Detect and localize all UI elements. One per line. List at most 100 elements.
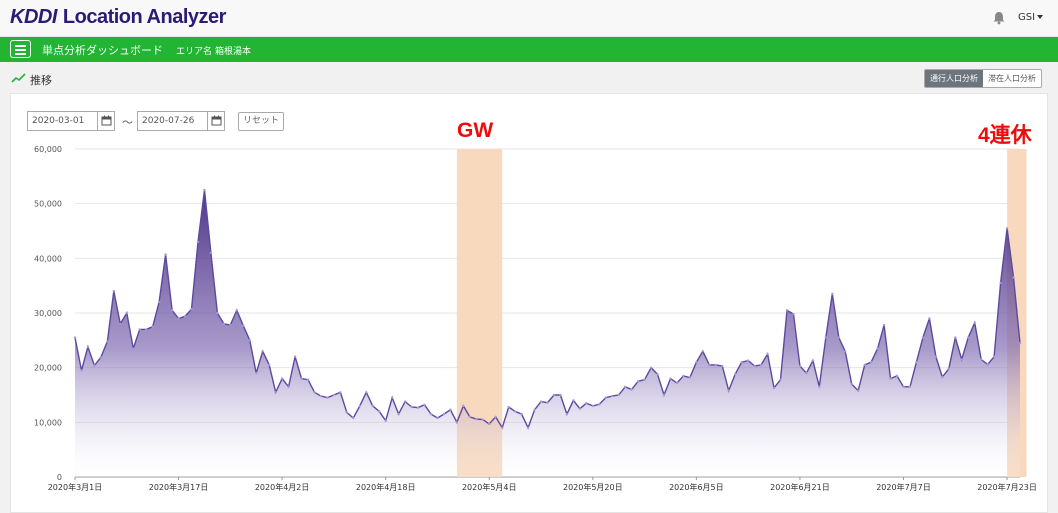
data-point — [546, 401, 549, 404]
date-separator: ～ — [122, 116, 133, 129]
data-point — [190, 307, 193, 311]
area-label: エリア名 — [176, 47, 213, 57]
data-point — [844, 350, 847, 353]
data-point — [721, 364, 724, 368]
data-point — [895, 374, 899, 378]
data-point — [992, 355, 996, 358]
data-point — [462, 404, 465, 408]
data-point — [708, 363, 711, 367]
data-point — [921, 336, 925, 339]
y-tick-label: 30,000 — [34, 309, 62, 318]
data-point — [630, 388, 633, 391]
data-point — [682, 374, 685, 378]
data-point — [876, 347, 879, 350]
data-point — [611, 394, 614, 398]
data-point — [319, 394, 323, 398]
data-point — [494, 415, 497, 419]
data-point — [539, 400, 543, 403]
data-point — [727, 389, 730, 392]
area-value: 箱根湯本 — [215, 47, 252, 57]
data-point — [378, 410, 381, 413]
end-date-calendar-button[interactable] — [207, 111, 225, 131]
data-point — [170, 309, 174, 312]
data-point — [941, 375, 944, 379]
data-point — [306, 378, 310, 381]
data-point — [831, 292, 834, 296]
data-point — [837, 336, 840, 339]
y-tick-label: 10,000 — [34, 418, 62, 427]
data-point — [261, 350, 264, 353]
data-point — [565, 412, 569, 416]
x-tick-label: 2020年6月21日 — [770, 482, 830, 492]
reset-button[interactable]: リセット — [238, 112, 284, 131]
data-point — [384, 419, 387, 422]
data-point — [604, 396, 607, 399]
data-point — [643, 378, 646, 381]
data-point — [1018, 341, 1022, 345]
data-point — [164, 253, 167, 256]
data-point — [203, 188, 206, 192]
data-point — [960, 358, 963, 361]
data-point — [390, 396, 394, 399]
data-point — [585, 402, 588, 405]
data-point — [313, 391, 316, 394]
annotation-label-4-holidays: 4連休 — [978, 124, 1032, 147]
data-point — [805, 371, 808, 375]
y-tick-label: 60,000 — [34, 145, 62, 154]
data-point — [734, 373, 737, 376]
data-point — [468, 415, 472, 419]
data-point — [248, 339, 251, 342]
data-point — [106, 340, 109, 343]
data-point — [119, 322, 122, 326]
calendar-icon — [211, 115, 222, 126]
data-point — [889, 377, 892, 380]
app-logo[interactable]: KDDI Location Analyzer — [10, 6, 226, 28]
data-point — [902, 385, 905, 388]
x-tick-label: 2020年7月7日 — [876, 482, 931, 492]
data-point — [675, 381, 679, 385]
data-point — [798, 364, 802, 368]
data-point — [93, 364, 96, 367]
data-point — [73, 336, 77, 339]
data-point — [792, 312, 795, 316]
toggle-stay-analysis[interactable]: 滞在人口分析 — [983, 70, 1041, 87]
data-point — [436, 416, 439, 420]
data-point — [999, 281, 1002, 285]
data-point — [598, 403, 601, 406]
y-tick-label: 50,000 — [34, 200, 62, 209]
data-point — [345, 411, 349, 414]
start-date-calendar-button[interactable] — [97, 111, 115, 131]
toggle-traffic-analysis[interactable]: 通行人口分析 — [925, 70, 983, 87]
data-point — [332, 393, 336, 397]
data-point — [300, 377, 303, 380]
data-point — [449, 408, 452, 411]
data-point — [293, 355, 297, 358]
bell-icon[interactable] — [992, 11, 1006, 25]
data-point — [507, 405, 510, 409]
hamburger-menu-icon[interactable] — [10, 40, 31, 58]
caret-down-icon — [1037, 15, 1044, 19]
data-point — [915, 361, 918, 364]
annotation-label-gw: GW — [457, 119, 494, 142]
data-point — [326, 396, 329, 399]
data-point — [112, 289, 116, 293]
data-point — [267, 363, 271, 367]
trend-line-icon — [11, 73, 26, 83]
data-point — [513, 410, 517, 413]
data-point — [410, 405, 413, 409]
data-point — [882, 323, 886, 327]
data-point — [209, 251, 213, 255]
x-tick-label: 2020年4月18日 — [356, 482, 416, 492]
data-point — [520, 412, 523, 416]
data-point — [287, 385, 290, 388]
data-point — [157, 300, 161, 304]
data-point — [695, 361, 698, 364]
data-point — [753, 364, 756, 368]
user-menu-button[interactable]: GSI — [1018, 12, 1044, 23]
data-point — [442, 412, 446, 416]
data-point — [766, 352, 769, 356]
data-point — [132, 347, 135, 350]
data-point — [488, 422, 491, 426]
data-point — [986, 363, 989, 366]
